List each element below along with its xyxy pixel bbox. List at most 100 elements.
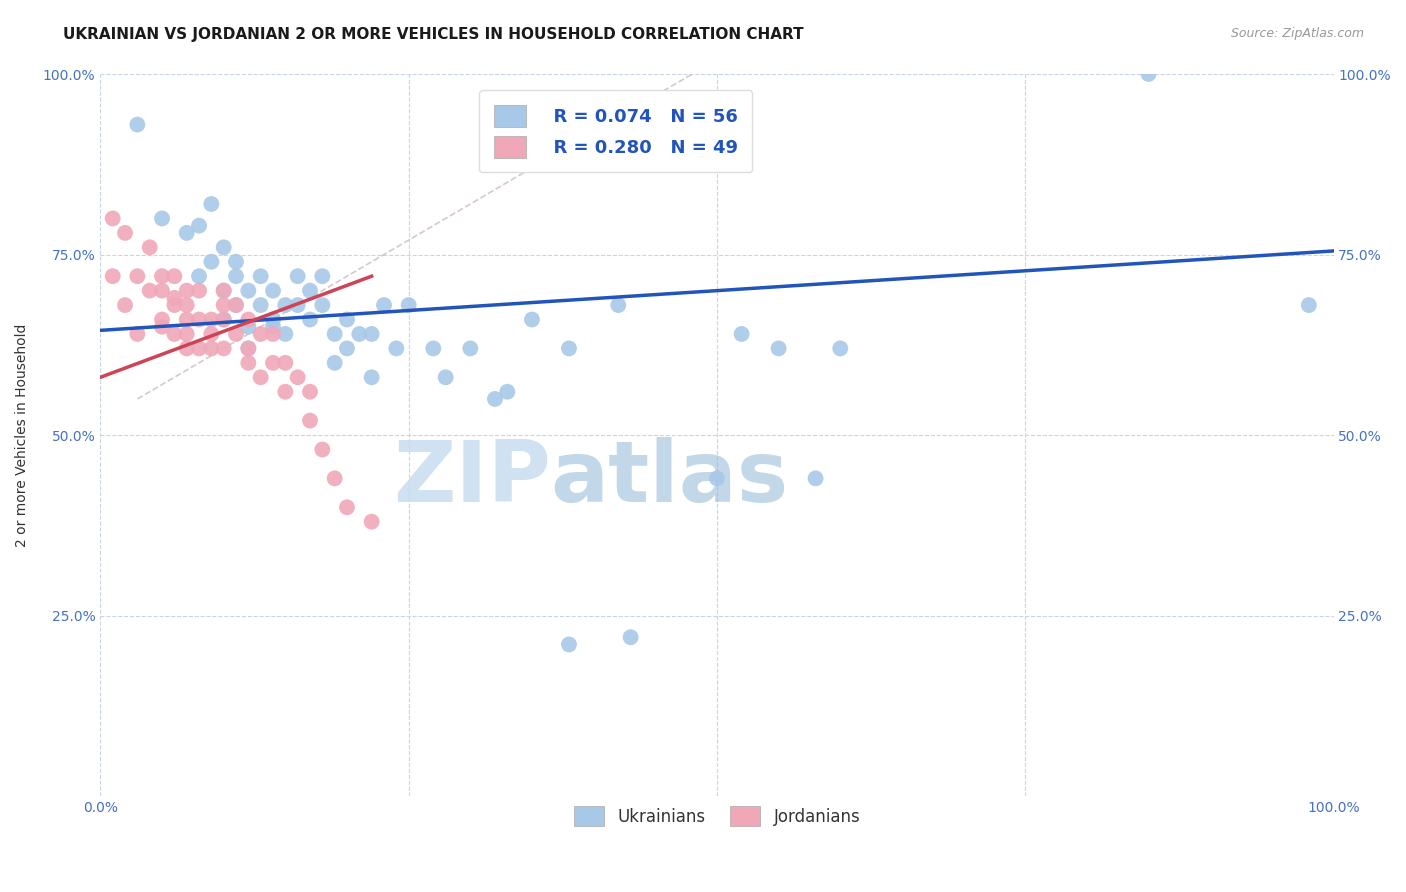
- Point: [360, 326, 382, 341]
- Legend: Ukrainians, Jordanians: Ukrainians, Jordanians: [565, 797, 869, 835]
- Point: [200, 197, 222, 211]
- Point: [249, 370, 271, 384]
- Point: [188, 312, 211, 326]
- Point: [127, 269, 149, 284]
- Point: [163, 291, 186, 305]
- Point: [298, 312, 321, 326]
- Point: [225, 326, 247, 341]
- Point: [323, 326, 346, 341]
- Point: [298, 414, 321, 428]
- Point: [287, 370, 309, 384]
- Y-axis label: 2 or more Vehicles in Household: 2 or more Vehicles in Household: [15, 324, 30, 547]
- Text: atlas: atlas: [551, 437, 789, 520]
- Point: [150, 312, 173, 326]
- Point: [249, 298, 271, 312]
- Point: [101, 269, 124, 284]
- Point: [225, 269, 247, 284]
- Point: [176, 298, 198, 312]
- Point: [200, 326, 222, 341]
- Point: [311, 298, 333, 312]
- Point: [607, 298, 630, 312]
- Point: [249, 269, 271, 284]
- Point: [138, 284, 160, 298]
- Point: [200, 342, 222, 356]
- Point: [1137, 67, 1160, 81]
- Point: [150, 269, 173, 284]
- Point: [274, 298, 297, 312]
- Point: [1298, 298, 1320, 312]
- Point: [188, 342, 211, 356]
- Point: [496, 384, 519, 399]
- Point: [804, 471, 827, 485]
- Point: [212, 298, 235, 312]
- Point: [287, 298, 309, 312]
- Point: [373, 298, 395, 312]
- Point: [311, 442, 333, 457]
- Point: [176, 342, 198, 356]
- Point: [262, 326, 284, 341]
- Point: [150, 284, 173, 298]
- Point: [336, 312, 359, 326]
- Text: UKRAINIAN VS JORDANIAN 2 OR MORE VEHICLES IN HOUSEHOLD CORRELATION CHART: UKRAINIAN VS JORDANIAN 2 OR MORE VEHICLE…: [63, 27, 804, 42]
- Point: [274, 356, 297, 370]
- Point: [360, 370, 382, 384]
- Point: [238, 342, 260, 356]
- Point: [238, 284, 260, 298]
- Point: [336, 500, 359, 515]
- Point: [176, 312, 198, 326]
- Point: [287, 269, 309, 284]
- Text: ZIP: ZIP: [392, 437, 551, 520]
- Point: [460, 342, 482, 356]
- Point: [200, 254, 222, 268]
- Point: [238, 312, 260, 326]
- Point: [138, 240, 160, 254]
- Point: [238, 319, 260, 334]
- Point: [398, 298, 420, 312]
- Point: [830, 342, 852, 356]
- Point: [163, 326, 186, 341]
- Point: [225, 298, 247, 312]
- Point: [620, 630, 643, 644]
- Point: [212, 342, 235, 356]
- Point: [225, 298, 247, 312]
- Point: [163, 298, 186, 312]
- Point: [422, 342, 444, 356]
- Point: [127, 326, 149, 341]
- Point: [706, 471, 728, 485]
- Point: [558, 637, 581, 651]
- Point: [336, 342, 359, 356]
- Point: [323, 356, 346, 370]
- Point: [298, 384, 321, 399]
- Point: [262, 319, 284, 334]
- Point: [212, 240, 235, 254]
- Point: [274, 326, 297, 341]
- Point: [311, 269, 333, 284]
- Point: [249, 326, 271, 341]
- Point: [188, 284, 211, 298]
- Point: [730, 326, 752, 341]
- Point: [262, 356, 284, 370]
- Point: [298, 284, 321, 298]
- Point: [385, 342, 408, 356]
- Point: [114, 226, 136, 240]
- Point: [520, 312, 543, 326]
- Text: Source: ZipAtlas.com: Source: ZipAtlas.com: [1230, 27, 1364, 40]
- Point: [212, 284, 235, 298]
- Point: [188, 219, 211, 233]
- Point: [225, 254, 247, 268]
- Point: [150, 319, 173, 334]
- Point: [176, 226, 198, 240]
- Point: [212, 312, 235, 326]
- Point: [349, 326, 371, 341]
- Point: [360, 515, 382, 529]
- Point: [212, 284, 235, 298]
- Point: [558, 342, 581, 356]
- Point: [262, 284, 284, 298]
- Point: [101, 211, 124, 226]
- Point: [768, 342, 790, 356]
- Point: [188, 269, 211, 284]
- Point: [163, 269, 186, 284]
- Point: [484, 392, 506, 406]
- Point: [262, 312, 284, 326]
- Point: [150, 211, 173, 226]
